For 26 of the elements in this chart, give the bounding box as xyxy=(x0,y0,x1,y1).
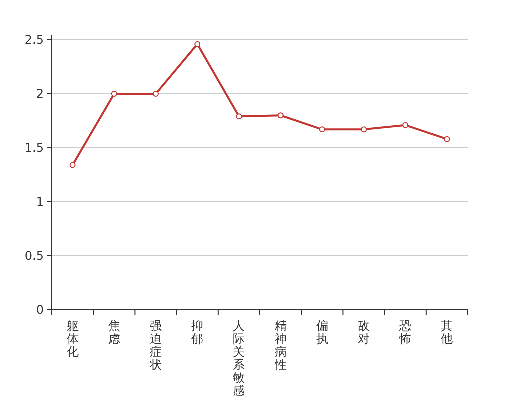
x-tick-label: 人际关系敏感 xyxy=(233,319,246,398)
y-tick-label: 2.5 xyxy=(24,33,44,47)
point xyxy=(361,126,367,133)
y-tick-label: 1 xyxy=(36,195,44,209)
x-tick-label: 精神病性 xyxy=(274,319,287,372)
point xyxy=(402,122,409,128)
x-tick-label: 躯体化 xyxy=(66,319,79,359)
y-tick-label: 0.5 xyxy=(24,249,44,263)
point xyxy=(111,91,118,97)
point xyxy=(319,126,326,133)
point xyxy=(278,112,284,119)
x-tick-label: 敌对 xyxy=(358,319,370,346)
point xyxy=(236,114,242,120)
x-tick-label: 其他 xyxy=(441,319,454,346)
point xyxy=(153,91,159,97)
x-tick-label: 抑郁 xyxy=(192,319,204,346)
point xyxy=(70,162,76,168)
x-tick-label: 偏执 xyxy=(316,319,328,346)
x-tick-label: 焦虑 xyxy=(108,319,120,346)
x-tick-label: 强迫症状 xyxy=(149,319,162,372)
y-tick-label: 1.5 xyxy=(24,141,44,155)
point xyxy=(194,41,201,48)
point xyxy=(444,136,450,142)
y-tick-label: 0 xyxy=(36,303,44,317)
y-tick-label: 2 xyxy=(36,87,44,101)
x-tick-label: 恐怖 xyxy=(398,319,412,346)
